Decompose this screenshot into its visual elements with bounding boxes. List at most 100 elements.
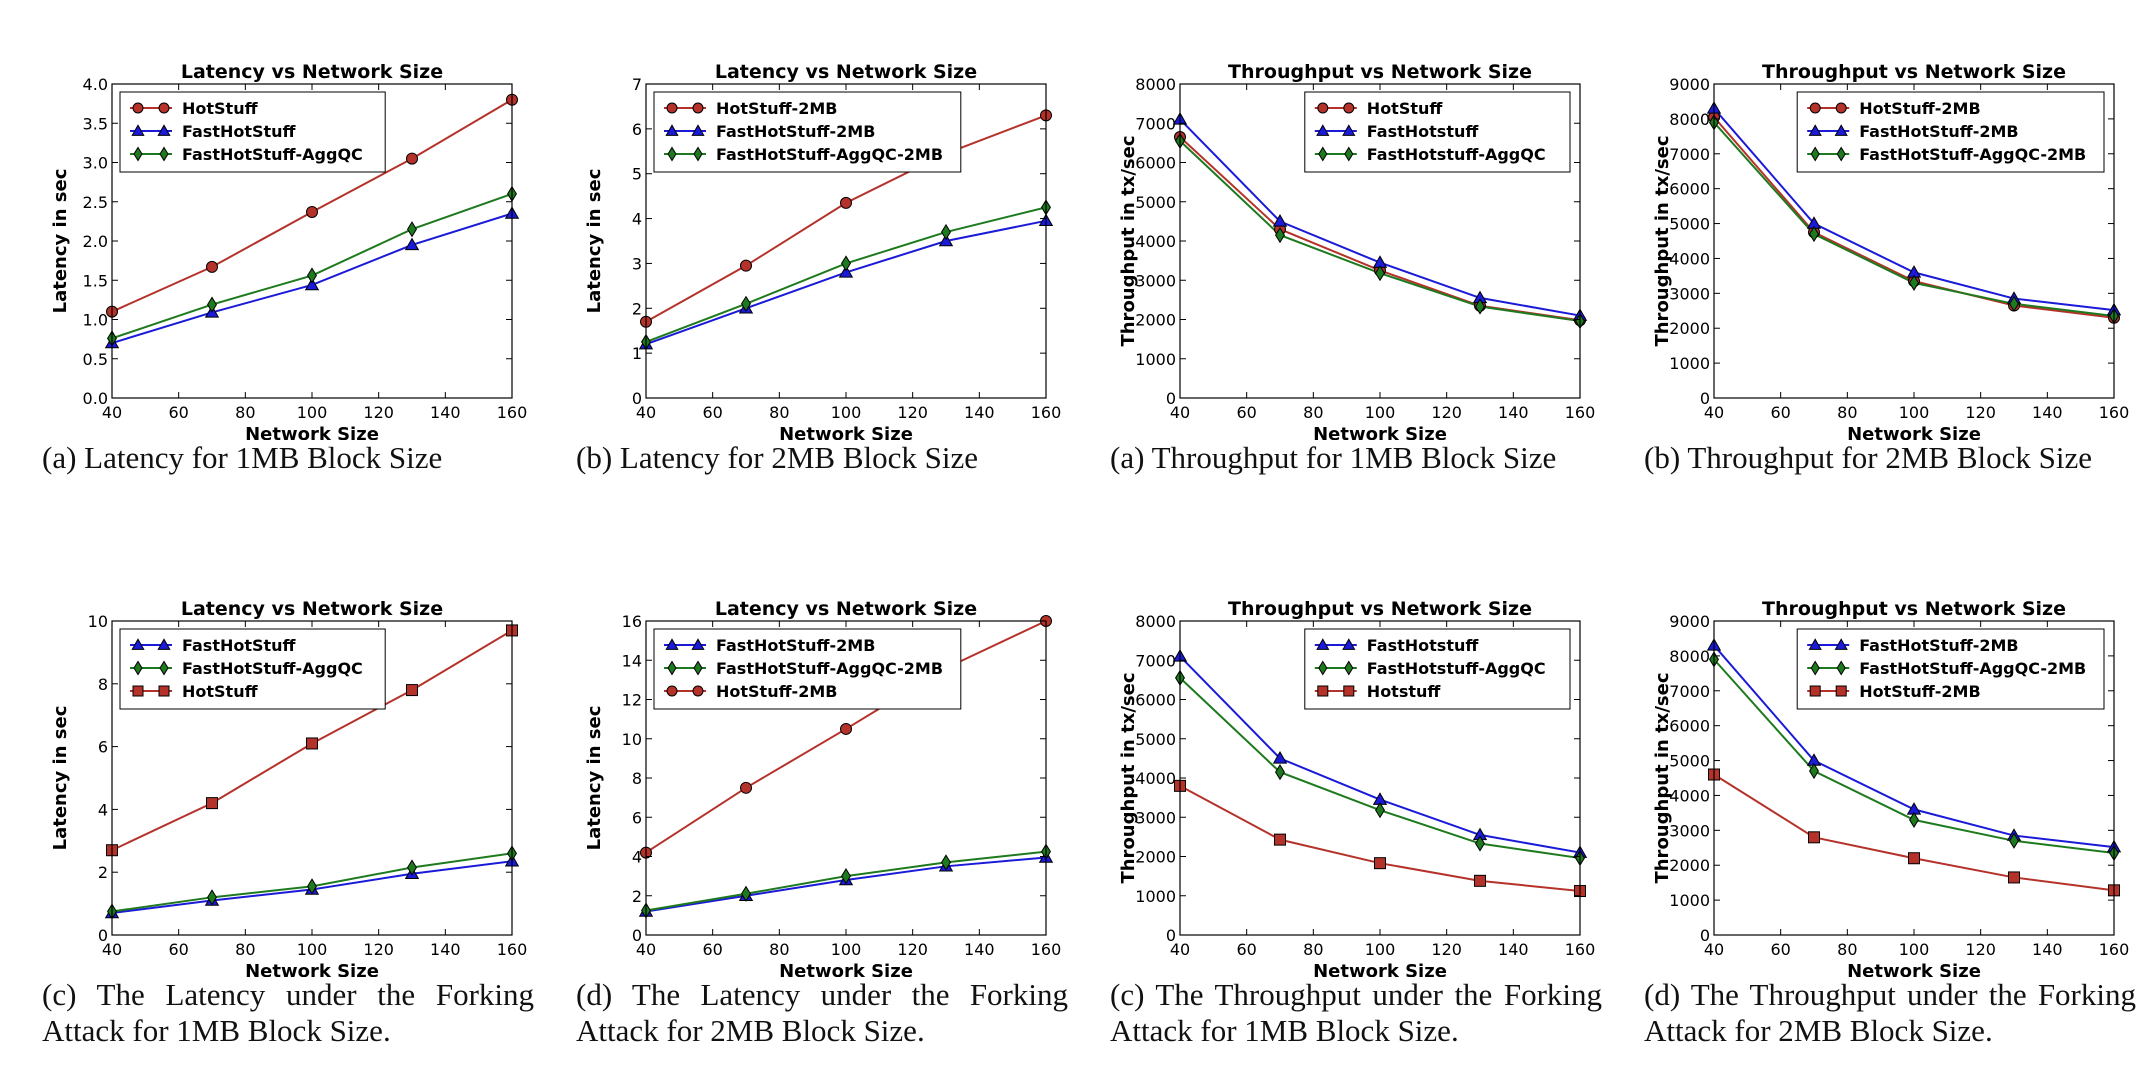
panel-throughput-2mb: Throughput vs Network Size 40 60 80 100 120 14…: [1602, 0, 2136, 537]
data-point: [1475, 835, 1485, 852]
data-point: [1375, 265, 1385, 282]
data-point: [938, 233, 954, 247]
data-point: [304, 277, 320, 291]
x-tick-label: 160: [497, 403, 528, 422]
y-axis-label: Throughput in tx/sec: [1118, 135, 1139, 346]
y-tick-label: 5000: [1135, 193, 1176, 212]
data-point: [1808, 124, 1822, 136]
data-point: [838, 265, 854, 278]
data-point: [1834, 124, 1848, 136]
data-point: [406, 684, 418, 697]
x-axis-label: Network Size: [779, 961, 913, 977]
data-point: [406, 152, 418, 165]
legend-entry: FastHotStuff-2MB: [1859, 122, 2018, 141]
data-point: [307, 878, 317, 895]
data-point: [2009, 295, 2019, 312]
caption: (a) Latency for 1MB Block Size: [42, 440, 443, 475]
data-point: [1908, 852, 1920, 865]
y-tick-label: 0: [1700, 926, 1710, 945]
legend-entry: HotStuff-2MB: [1859, 99, 1980, 118]
data-point: [133, 146, 143, 162]
data-point: [133, 660, 143, 676]
y-tick-label: 5000: [1669, 215, 1710, 234]
y-tick-label: 8: [632, 769, 642, 788]
data-point: [1808, 831, 1820, 844]
data-point: [691, 638, 705, 650]
y-tick-label: 0: [1700, 389, 1710, 408]
panel-throughput-forking-2mb: Throughput vs Network Size 40 60 80 100 120 14…: [1602, 537, 2136, 1074]
x-tick-label: 140: [964, 403, 995, 422]
x-axis-label: Network Size: [245, 961, 379, 977]
y-axis-label: Latency in sec: [584, 169, 605, 314]
x-tick-label: 80: [235, 940, 255, 959]
legend-entry: HotStuff: [182, 99, 259, 118]
data-point: [1275, 764, 1285, 781]
legend-entry: FastHotStuff-AggQC-2MB: [716, 145, 943, 164]
data-point: [1809, 225, 1819, 243]
caption: (d) The Latency under the Forking Attack…: [576, 977, 1068, 1048]
caption: (a) Throughput for 1MB Block Size: [1110, 440, 1557, 475]
y-tick-label: 1000: [1669, 354, 1710, 373]
y-tick-label: 2000: [1135, 311, 1176, 330]
data-point: [206, 797, 218, 810]
y-tick-label: 9000: [1669, 612, 1710, 631]
y-axis-label: Latency in sec: [584, 706, 605, 851]
y-tick-label: 3000: [1135, 808, 1176, 827]
x-tick-label: 120: [363, 403, 394, 422]
data-point: [1809, 685, 1821, 697]
x-tick-label: 40: [1170, 940, 1190, 959]
x-tick-label: 100: [831, 403, 862, 422]
legend-entry: HotStuff-2MB: [716, 99, 837, 118]
data-point: [840, 722, 852, 735]
legend-entry: HotStuff: [1367, 99, 1444, 118]
y-tick-label: 7: [632, 75, 642, 94]
x-tick-label: 120: [1431, 940, 1462, 959]
y-tick-label: 7000: [1135, 114, 1176, 133]
y-tick-label: 7000: [1135, 651, 1176, 670]
y-axis-label: Throughput in tx/sec: [1652, 135, 1673, 346]
data-point: [159, 660, 169, 676]
data-point: [1909, 811, 1919, 828]
legend-entry: FastHotStuff-2MB: [716, 636, 875, 655]
y-axis-label: Throughput in tx/sec: [1118, 672, 1139, 883]
y-tick-label: 6: [632, 120, 642, 139]
y-tick-label: 0: [632, 926, 642, 945]
legend-entry: FastHotStuff-AggQC: [182, 659, 363, 678]
y-tick-label: 4000: [1669, 786, 1710, 805]
chart-title: Throughput vs Network Size: [1762, 61, 2066, 83]
y-tick-label: 8000: [1135, 612, 1176, 631]
x-tick-label: 60: [168, 940, 188, 959]
chart: Throughput vs Network Size 40 60 80 100 120 14…: [1118, 598, 1595, 977]
x-axis-label: Network Size: [245, 424, 379, 440]
y-tick-label: 3: [632, 254, 642, 273]
x-axis-label: Network Size: [1847, 424, 1981, 440]
legend-entry: FastHotstuff: [1367, 636, 1480, 655]
data-point: [941, 854, 951, 871]
data-point: [667, 660, 677, 676]
data-point: [667, 146, 677, 162]
y-tick-label: 0: [1166, 389, 1176, 408]
y-tick-label: 8: [98, 675, 108, 694]
chart: Throughput vs Network Size 40 60 80 100 120 14…: [1652, 598, 2129, 977]
data-point: [407, 221, 417, 238]
data-point: [693, 146, 703, 162]
data-point: [665, 638, 679, 650]
data-point: [1318, 146, 1328, 162]
x-axis-label: Network Size: [1847, 961, 1981, 977]
data-point: [740, 781, 752, 794]
legend: HotStuff FastHotStuff FastHotStuff-AggQC: [119, 91, 386, 173]
y-tick-label: 8000: [1669, 647, 1710, 666]
y-tick-label: 4000: [1135, 232, 1176, 251]
y-tick-label: 6000: [1669, 180, 1710, 199]
data-point: [693, 660, 703, 676]
x-tick-label: 120: [1431, 403, 1462, 422]
data-point: [1275, 227, 1285, 244]
data-point: [131, 638, 145, 650]
legend-entry: FastHotStuff-2MB: [716, 122, 875, 141]
data-point: [841, 255, 851, 272]
x-tick-label: 80: [1837, 940, 1857, 959]
x-tick-label: 140: [430, 940, 461, 959]
x-tick-label: 60: [1770, 403, 1790, 422]
